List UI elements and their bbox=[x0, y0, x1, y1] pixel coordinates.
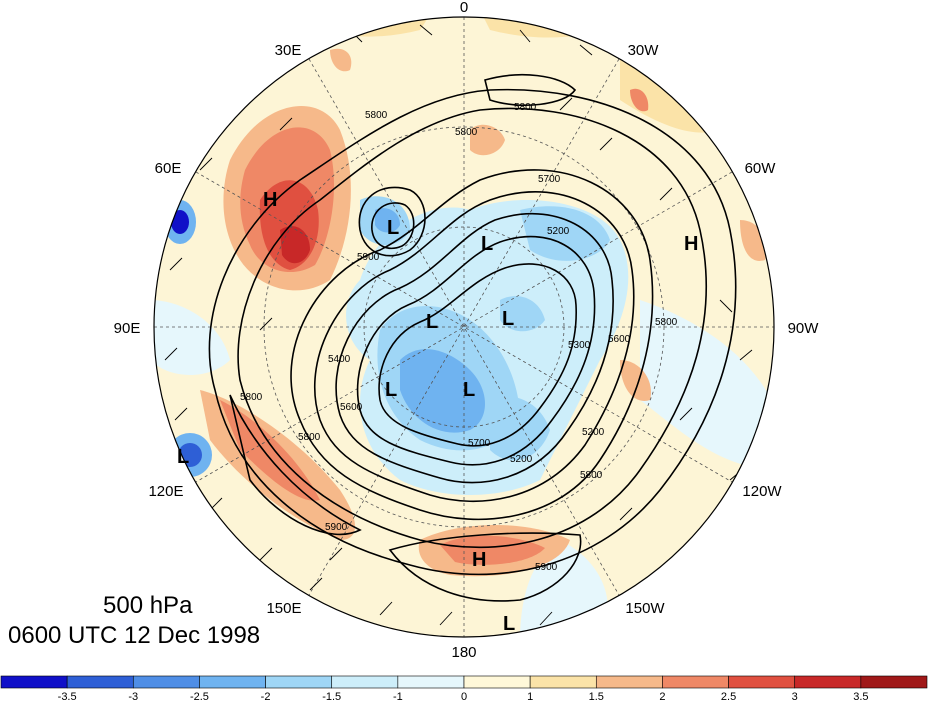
colorbar-swatch bbox=[66, 675, 134, 689]
colorbar-swatch bbox=[860, 675, 928, 689]
contour-label: 5800 bbox=[240, 392, 263, 403]
colorbar-tick-label: -1.5 bbox=[322, 691, 341, 702]
colorbar-swatch bbox=[529, 675, 597, 689]
contour-label: 5300 bbox=[568, 340, 591, 351]
low-center: L bbox=[387, 217, 399, 239]
lon-label-60w: 60W bbox=[745, 160, 777, 177]
valid-time-title: 0600 UTC 12 Dec 1998 bbox=[8, 622, 261, 649]
colorbar-tick-label: 2.5 bbox=[721, 691, 736, 702]
colorbar-tick-label: 3.5 bbox=[853, 691, 868, 702]
low-center: L bbox=[385, 379, 397, 401]
low-center: L bbox=[463, 379, 475, 401]
contour-label: 5600 bbox=[608, 334, 631, 345]
colorbar-swatch bbox=[794, 675, 862, 689]
pressure-level-title: 500 hPa bbox=[103, 592, 193, 619]
lon-label-120w: 120W bbox=[742, 483, 782, 500]
lon-label-90w: 90W bbox=[788, 320, 820, 337]
colorbar-tick-label: 2 bbox=[659, 691, 665, 702]
lon-label-30e: 30E bbox=[275, 42, 302, 59]
contour-label: 5400 bbox=[328, 354, 351, 365]
high-center: H bbox=[263, 189, 277, 211]
colorbar-swatch bbox=[595, 675, 663, 689]
longitude-labels: 0 30W 60W 90W 120W 150W 180 150E 120E 90… bbox=[114, 0, 820, 661]
graticule bbox=[154, 17, 774, 637]
lon-label-150e: 150E bbox=[266, 600, 301, 617]
colorbar-tick-label: -2.5 bbox=[190, 691, 209, 702]
contour-label: 5600 bbox=[340, 402, 363, 413]
colorbar-swatch bbox=[662, 675, 729, 689]
colorbar-swatch bbox=[265, 675, 333, 689]
colorbar-swatch bbox=[0, 675, 68, 689]
contour-label: 5200 bbox=[547, 226, 570, 237]
high-center: H bbox=[472, 549, 486, 571]
colorbar-tick-label: 1 bbox=[527, 691, 533, 702]
lon-label-30w: 30W bbox=[628, 42, 660, 59]
colorbar-tick-label: 0 bbox=[461, 691, 467, 702]
contour-label: 5800 bbox=[655, 317, 678, 328]
lon-label-180: 180 bbox=[451, 644, 476, 661]
lon-label-120e: 120E bbox=[148, 483, 183, 500]
contour-labels: 5800 5800 5700 5200 5300 5600 5800 5200 … bbox=[240, 102, 678, 573]
contour-label: 5200 bbox=[582, 427, 605, 438]
colorbar-swatch bbox=[331, 675, 399, 689]
contour-label: 5800 bbox=[365, 110, 388, 121]
colorbar-tick-label: 3 bbox=[792, 691, 798, 702]
colorbar-swatch bbox=[199, 675, 266, 689]
height-contours bbox=[208, 74, 737, 602]
colorbar-tick-label: -3 bbox=[128, 691, 138, 702]
colorbar-swatch bbox=[728, 675, 796, 689]
high-center: H bbox=[684, 233, 698, 255]
low-center: L bbox=[426, 311, 438, 333]
contour-label: 5800 bbox=[455, 127, 478, 138]
contour-label: 5900 bbox=[325, 522, 348, 533]
lon-label-150w: 150W bbox=[625, 600, 665, 617]
colorbar-tick-label: 1.5 bbox=[589, 691, 604, 702]
colorbar: -3.5 -3 -2.5 -2 -1.5 -1 0 1 1.5 2 2.5 3 3.5 bbox=[0, 675, 928, 702]
contour-label: 5800 bbox=[514, 102, 537, 113]
lon-label-90e: 90E bbox=[114, 320, 141, 337]
low-center: L bbox=[502, 308, 514, 330]
colorbar-swatch bbox=[463, 675, 531, 689]
low-center: L bbox=[481, 233, 493, 255]
contour-label: 5700 bbox=[538, 174, 561, 185]
contour-label: 5900 bbox=[357, 252, 380, 263]
colorbar-swatch bbox=[132, 675, 200, 689]
lon-label-60e: 60E bbox=[155, 160, 182, 177]
colorbar-tick-label: -2 bbox=[261, 691, 271, 702]
contour-label: 5800 bbox=[580, 470, 603, 481]
colorbar-tick-label: -3.5 bbox=[58, 691, 77, 702]
contour-label: 5700 bbox=[468, 438, 491, 449]
colorbar-swatch bbox=[397, 675, 465, 689]
lon-label-0: 0 bbox=[460, 0, 468, 16]
contour-label: 5900 bbox=[535, 562, 558, 573]
map-border bbox=[153, 16, 775, 638]
contour-label: 5800 bbox=[298, 432, 321, 443]
contour-label: 5200 bbox=[510, 454, 533, 465]
colorbar-tick-label: -1 bbox=[393, 691, 403, 702]
low-center: L bbox=[503, 613, 515, 635]
